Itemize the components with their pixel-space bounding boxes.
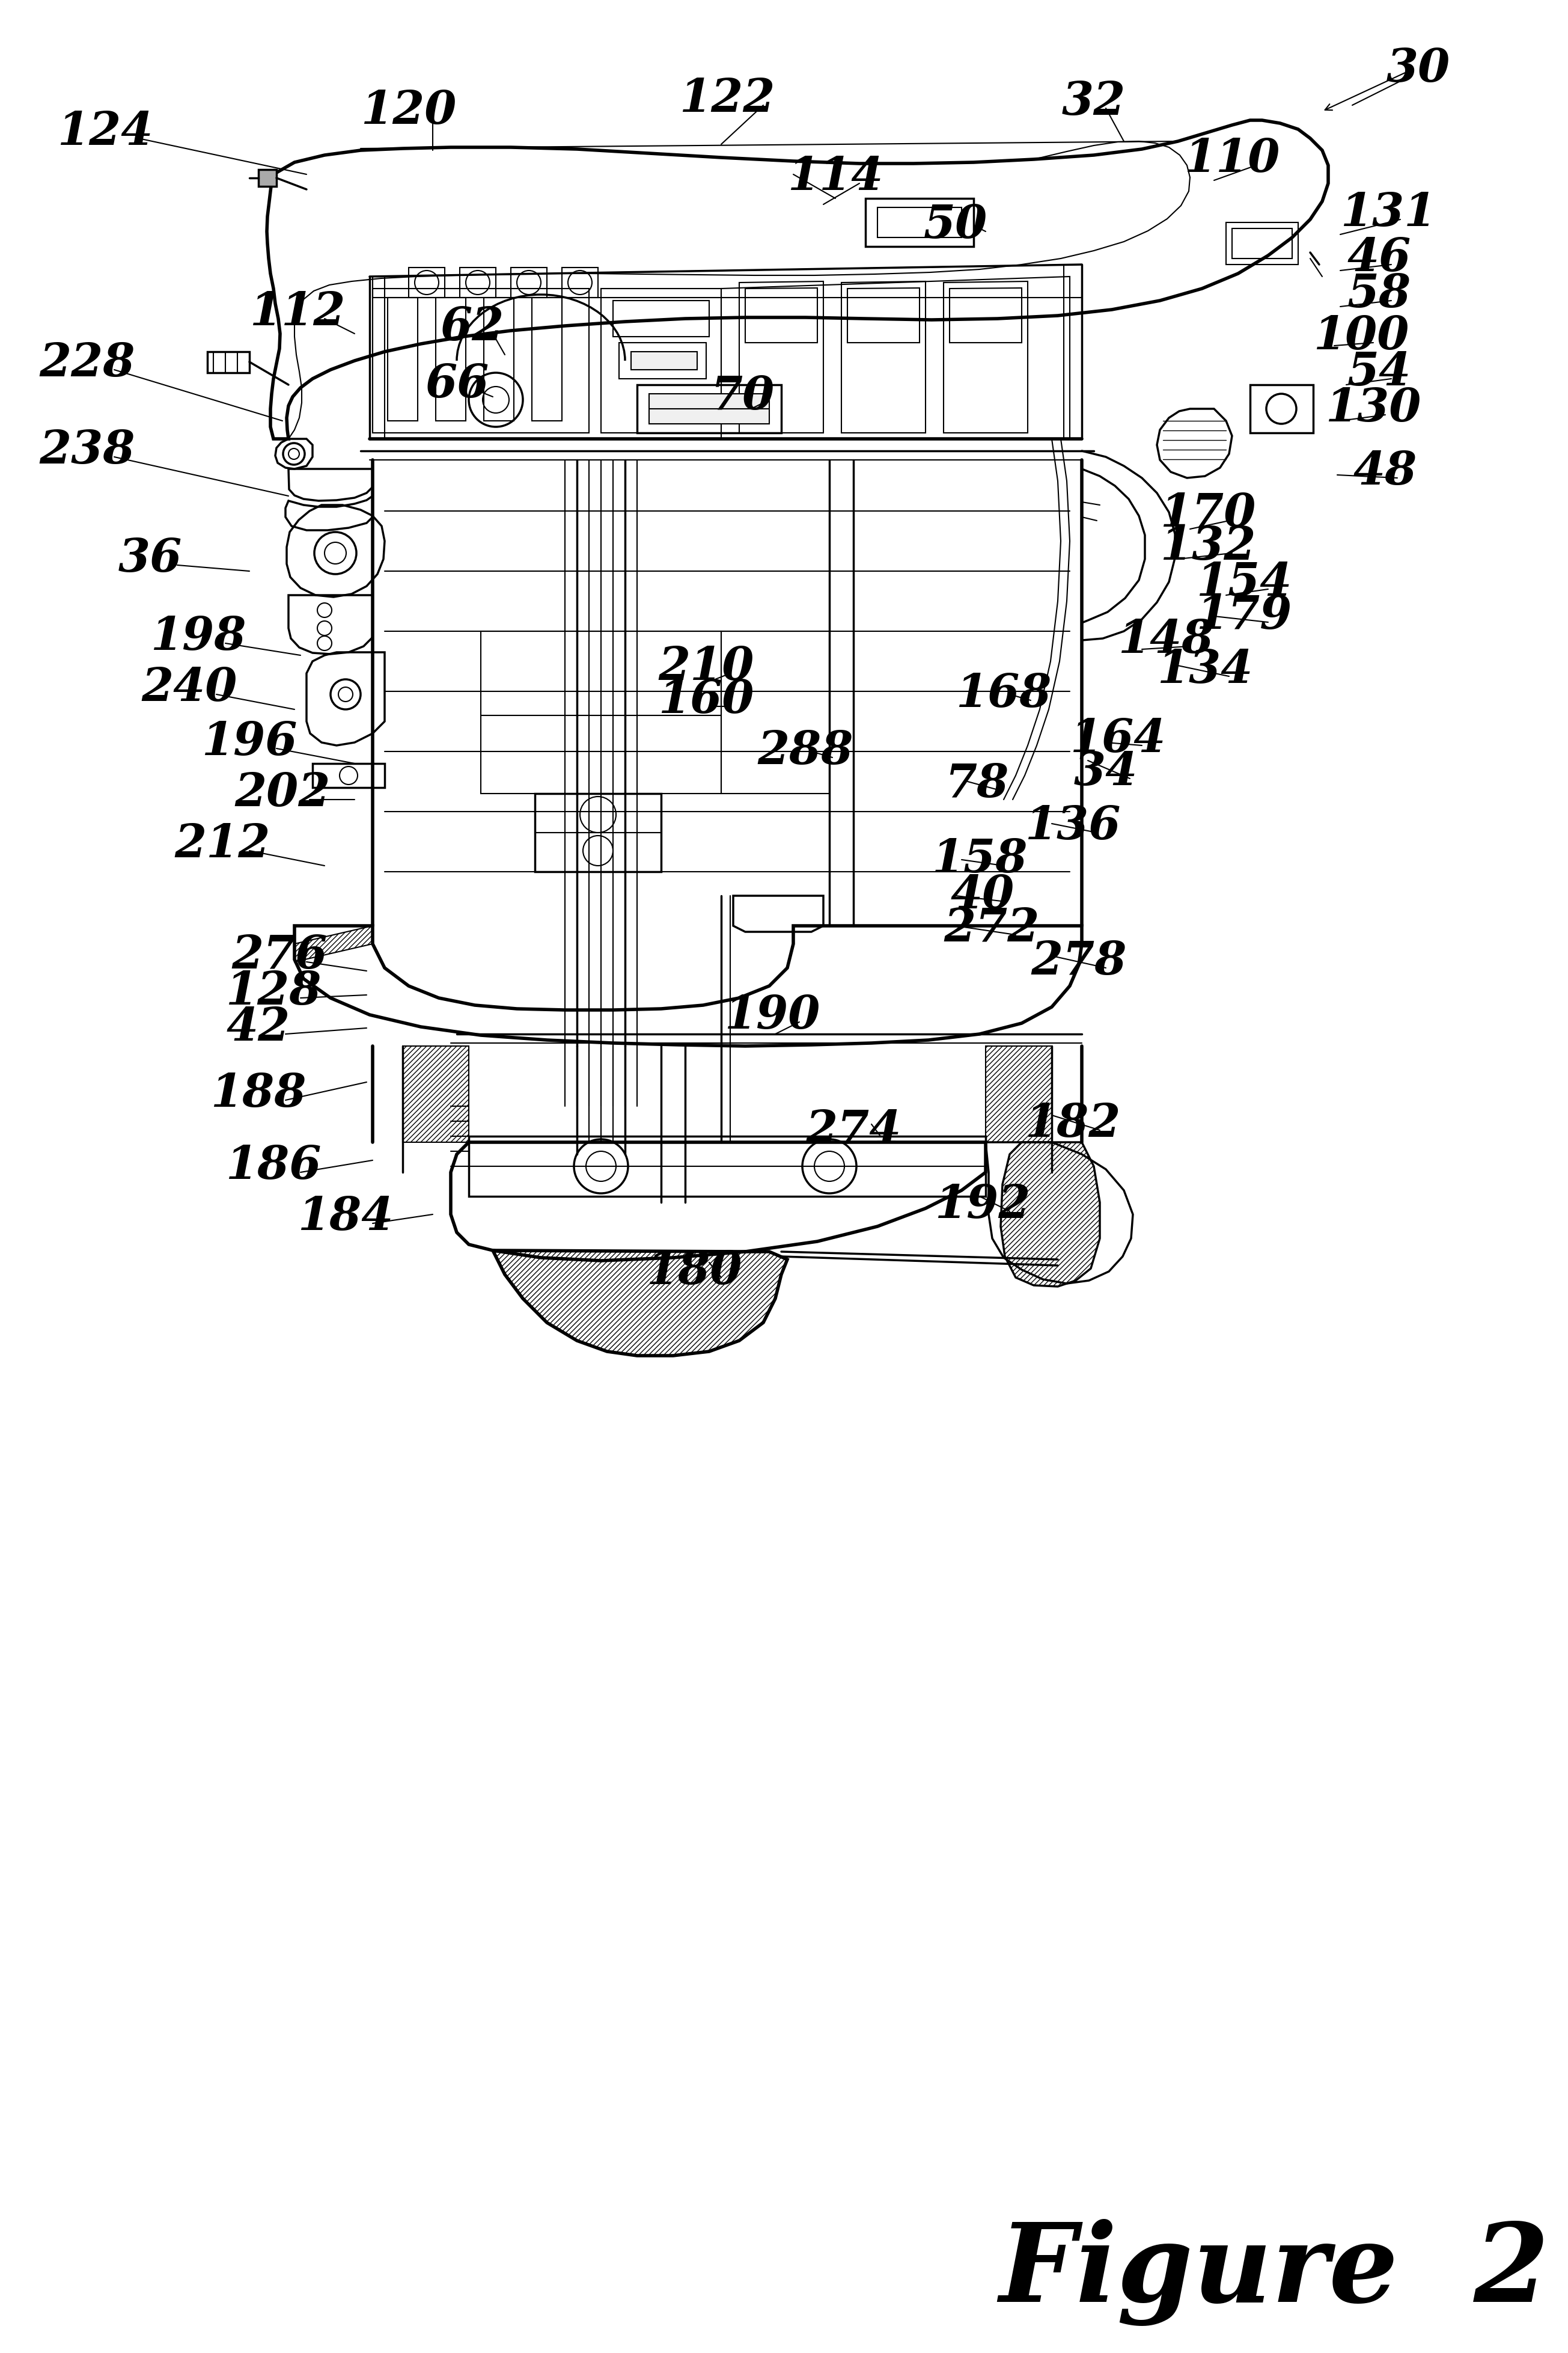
Text: 58: 58 (1347, 273, 1411, 318)
Text: 30: 30 (1386, 47, 1450, 92)
Polygon shape (259, 169, 276, 186)
Text: 78: 78 (944, 762, 1008, 807)
Text: 124: 124 (58, 111, 154, 155)
Text: 274: 274 (806, 1108, 902, 1153)
Text: 238: 238 (39, 428, 135, 473)
Text: 288: 288 (757, 729, 853, 774)
Text: 40: 40 (950, 873, 1014, 918)
Text: 210: 210 (659, 645, 754, 689)
Text: 184: 184 (298, 1195, 394, 1240)
Text: 134: 134 (1157, 647, 1253, 692)
Text: 48: 48 (1353, 449, 1417, 494)
Text: 182: 182 (1025, 1101, 1121, 1146)
Text: 188: 188 (210, 1073, 306, 1115)
Text: 42: 42 (226, 1005, 290, 1049)
Text: 272: 272 (944, 906, 1040, 951)
Text: 128: 128 (226, 969, 321, 1014)
Text: 112: 112 (249, 289, 345, 334)
Text: 34: 34 (1074, 751, 1138, 795)
Text: 100: 100 (1314, 315, 1410, 360)
Text: 190: 190 (724, 993, 820, 1038)
Text: 196: 196 (202, 720, 298, 765)
Text: 154: 154 (1196, 560, 1292, 605)
Text: 120: 120 (361, 89, 456, 134)
Text: 240: 240 (141, 666, 237, 711)
Text: 114: 114 (787, 155, 883, 200)
Text: 276: 276 (232, 934, 328, 979)
Text: 202: 202 (235, 772, 331, 816)
Text: 160: 160 (659, 678, 754, 722)
Text: 158: 158 (931, 838, 1027, 882)
Text: 278: 278 (1030, 939, 1127, 984)
Text: 36: 36 (118, 536, 182, 581)
Text: 50: 50 (924, 202, 988, 247)
Text: 70: 70 (710, 374, 775, 419)
Text: 148: 148 (1118, 619, 1214, 664)
Text: 132: 132 (1160, 525, 1256, 569)
Text: 180: 180 (646, 1249, 742, 1294)
Polygon shape (649, 393, 770, 424)
Text: 122: 122 (679, 78, 775, 122)
Text: 168: 168 (956, 673, 1052, 718)
Text: 212: 212 (174, 824, 270, 866)
Text: 228: 228 (39, 341, 135, 386)
Text: 62: 62 (441, 306, 503, 351)
Text: 179: 179 (1196, 593, 1292, 638)
Text: 192: 192 (935, 1184, 1030, 1228)
Text: 54: 54 (1347, 351, 1411, 395)
Text: 110: 110 (1184, 136, 1279, 181)
Text: 136: 136 (1025, 805, 1121, 849)
Text: 130: 130 (1325, 386, 1421, 431)
Text: 46: 46 (1347, 235, 1411, 280)
Polygon shape (630, 351, 698, 369)
Text: 198: 198 (151, 614, 246, 659)
Text: 170: 170 (1160, 492, 1256, 536)
Text: Figure  2: Figure 2 (999, 2219, 1549, 2327)
Text: 131: 131 (1341, 191, 1436, 235)
Text: 32: 32 (1062, 80, 1126, 125)
Text: 66: 66 (425, 362, 489, 407)
Text: 164: 164 (1069, 718, 1165, 762)
Text: 186: 186 (226, 1144, 321, 1188)
